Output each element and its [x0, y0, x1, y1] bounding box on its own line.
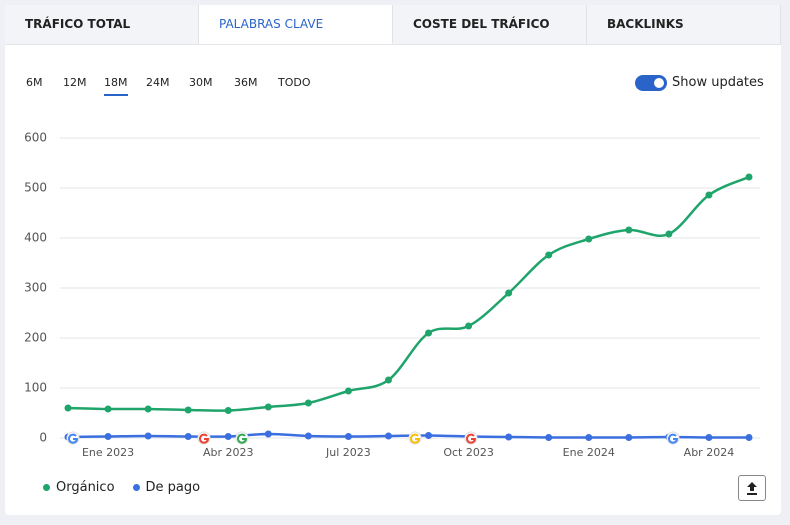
toggle[interactable]: [635, 75, 667, 91]
legend-item[interactable]: De pago: [132, 480, 201, 495]
data-point: [304, 399, 312, 407]
y-tick-label: 300: [24, 281, 47, 295]
tab[interactable]: COSTE DEL TRÁFICO: [393, 5, 587, 44]
x-tick-label: Abr 2023: [203, 446, 254, 459]
data-point: [264, 403, 272, 411]
range[interactable]: 24M: [146, 76, 170, 89]
data-point: [465, 322, 473, 330]
y-tick-label: 600: [24, 131, 47, 145]
data-point: [505, 289, 513, 297]
data-point: [425, 432, 433, 439]
legend-label: Orgánico: [56, 480, 115, 495]
range[interactable]: 12M: [63, 76, 87, 89]
toggle-label: Show updates: [672, 75, 764, 90]
range[interactable]: 6M: [26, 76, 43, 89]
data-point: [425, 329, 433, 337]
data-point: [384, 432, 392, 440]
y-tick-label: 500: [24, 181, 47, 195]
legend-swatch: [43, 484, 50, 491]
data-point: [505, 433, 513, 441]
y-tick-label: 0: [39, 431, 47, 445]
data-point: [344, 433, 352, 440]
series-line: [67, 432, 750, 439]
data-point: [184, 433, 192, 440]
data-point: [304, 432, 312, 440]
y-tick-label: 100: [24, 381, 47, 395]
data-point: [705, 434, 713, 441]
range[interactable]: TODO: [278, 76, 311, 89]
y-tick-label: 400: [24, 231, 47, 245]
data-point: [144, 432, 152, 440]
update-markers: [66, 431, 680, 445]
chart: 0 100 200 300 400 500 600 Ene 2023 Abr 2023 Jul 2…: [24, 131, 760, 459]
data-point: [585, 434, 593, 441]
legend: Orgánico De pago: [43, 480, 200, 495]
legend-label: De pago: [145, 480, 201, 495]
data-point: [705, 191, 713, 199]
x-tick-label: Jul 2023: [325, 446, 371, 459]
x-tick-label: Oct 2023: [443, 446, 494, 459]
data-point: [665, 230, 673, 238]
y-tick-label: 200: [24, 331, 47, 345]
data-point: [625, 226, 633, 234]
tab[interactable]: BACKLINKS: [587, 5, 781, 44]
range[interactable]: 18M: [104, 76, 128, 96]
data-point: [545, 434, 553, 441]
x-tick-label: Ene 2024: [563, 446, 615, 459]
card: TRÁFICO TOTAL PALABRAS CLAVE COSTE DEL T…: [5, 5, 781, 515]
data-point: [264, 430, 272, 438]
legend-swatch: [132, 484, 140, 491]
tab[interactable]: PALABRAS CLAVE: [199, 5, 393, 44]
data-point: [224, 407, 232, 414]
data-point: [104, 405, 112, 413]
data-point: [585, 235, 593, 243]
range[interactable]: 30M: [189, 76, 213, 89]
export-icon: [747, 482, 757, 495]
data-point: [64, 404, 72, 412]
data-point: [104, 433, 112, 440]
data-point: [344, 387, 352, 395]
tab[interactable]: TRÁFICO TOTAL: [5, 5, 199, 44]
data-point: [625, 434, 633, 441]
tabs: TRÁFICO TOTAL PALABRAS CLAVE COSTE DEL T…: [5, 5, 781, 45]
data-point: [745, 434, 753, 441]
data-point: [384, 376, 392, 384]
legend-item[interactable]: Orgánico: [43, 480, 115, 495]
data-point: [184, 406, 192, 414]
data-point: [545, 251, 553, 259]
data-point: [144, 405, 152, 413]
export-button[interactable]: [738, 475, 766, 501]
x-tick-label: Abr 2024: [684, 446, 735, 459]
range[interactable]: 36M: [234, 76, 258, 89]
data-point: [224, 433, 232, 440]
data-point: [745, 173, 753, 181]
x-tick-label: Ene 2023: [82, 446, 134, 459]
series-line: [67, 175, 750, 412]
